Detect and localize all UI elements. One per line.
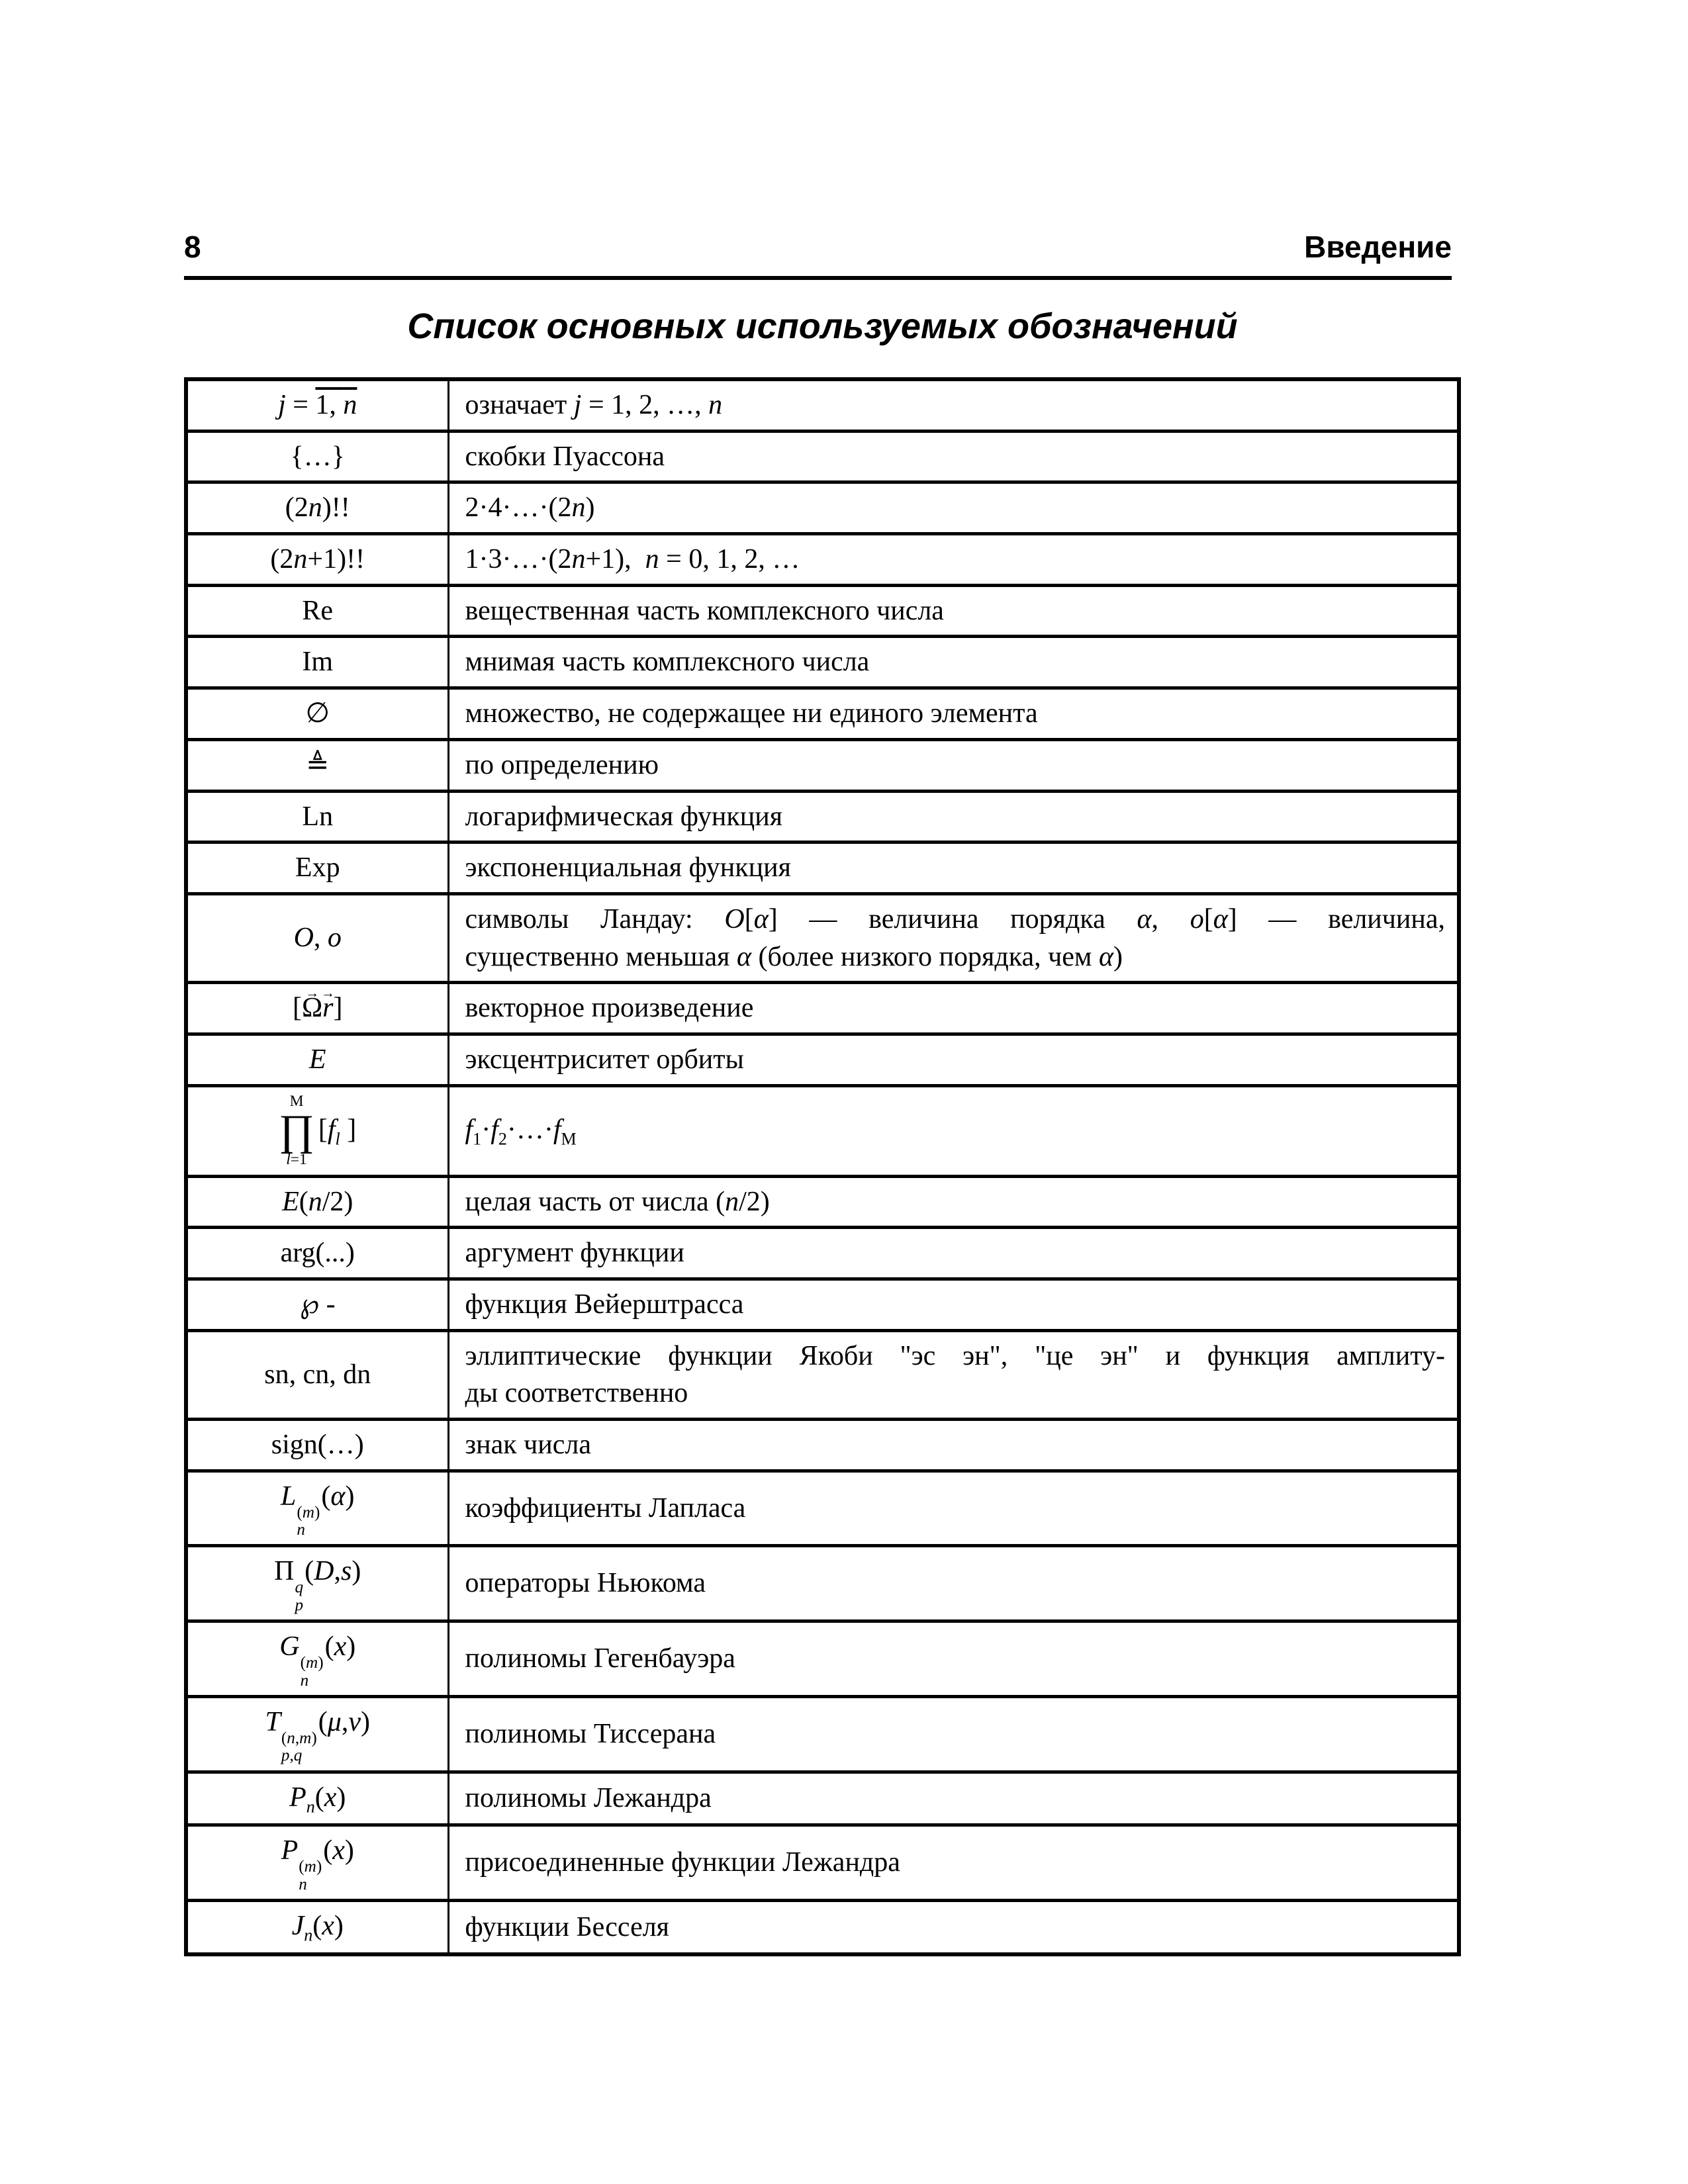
description-cell: целая часть от числа (n/2) (447, 1174, 1460, 1230)
description-cell: функция Вейерштрасса (447, 1277, 1460, 1332)
symbol-cell: sign(…) (185, 1417, 449, 1473)
description-cell: по определению (447, 737, 1460, 793)
description-cell: коэффициенты Лапласа (447, 1469, 1460, 1548)
table-row: (2n)!! 2·4·…·(2n) (185, 480, 1460, 536)
table-row: Ln логарифмическая функция (185, 789, 1460, 844)
table-row: Re вещественная часть комплексного числа (185, 583, 1460, 639)
symbol-cell: G (m) n (x) (185, 1619, 449, 1699)
symbol-cell: {…} (185, 429, 449, 484)
symbol-cell: T (n,m) p,q (μ,ν) (185, 1695, 449, 1774)
table-row: ∅ множество, не содержащее ни единого эл… (185, 686, 1460, 741)
description-cell: полиномы Лежандра (447, 1770, 1460, 1827)
symbol-cell: Re (185, 583, 449, 639)
description-cell: знак числа (447, 1417, 1460, 1473)
symbol-cell: [Ωr] (185, 981, 449, 1036)
symbol-cell: (2n+1)!! (185, 532, 449, 587)
table-row: ≜ по определению (185, 737, 1460, 793)
symbol-cell: Jn(x) (185, 1899, 449, 1956)
table-row: arg(...) аргумент функции (185, 1226, 1460, 1281)
section-title: Введение (1304, 230, 1452, 264)
description-cell: полиномы Тиссерана (447, 1695, 1460, 1774)
description-cell: векторное произведение (447, 981, 1460, 1036)
table-row: Jn(x) функции Бесселя (185, 1899, 1460, 1956)
symbol-cell: Im (185, 635, 449, 690)
symbol-cell: Exp (185, 841, 449, 895)
table-row: {…} скобки Пуассона (185, 429, 1460, 484)
description-cell: аргумент функции (447, 1226, 1460, 1281)
notation-table-body: j = 1, n означает j = 1, 2, …, n {…} ско… (185, 377, 1460, 1956)
notation-table: j = 1, n означает j = 1, 2, …, n {…} ско… (184, 377, 1461, 1956)
table-row: ℘ - функция Вейерштрасса (185, 1277, 1460, 1332)
page-number: 8 (184, 230, 201, 264)
description-cell: означает j = 1, 2, …, n (447, 377, 1460, 433)
symbol-cell: E(n/2) (185, 1174, 449, 1230)
table-row: T (n,m) p,q (μ,ν) полиномы Тиссерана (185, 1695, 1460, 1774)
table-row: Im мнимая часть комплексного числа (185, 635, 1460, 690)
table-row: Pn(x) полиномы Лежандра (185, 1770, 1460, 1827)
description-cell: множество, не содержащее ни единого элем… (447, 686, 1460, 741)
symbol-cell: L (m) n (α) (185, 1469, 449, 1548)
table-row: sn, cn, dn эллиптические функции Якоби "… (185, 1328, 1460, 1421)
symbol-cell: P (m) n (x) (185, 1823, 449, 1903)
page-header: 8 Введение (184, 232, 1452, 262)
table-row: M ∏ l=1 [fl ] f1·f2·…·fM (185, 1083, 1460, 1178)
header-rule (184, 276, 1452, 280)
description-cell: скобки Пуассона (447, 429, 1460, 484)
page-title: Список основных используемых обозначений (407, 306, 1238, 346)
description-cell: символы Ландау: O[α] — величина порядка … (447, 891, 1460, 985)
table-row: P (m) n (x) присоединенные функции Лежандра (185, 1823, 1460, 1903)
symbol-cell: O, o (185, 891, 449, 985)
description-cell: эллиптические функции Якоби "эс эн", "це… (447, 1328, 1460, 1421)
table-row: G (m) n (x) полиномы Гегенбауэра (185, 1619, 1460, 1699)
symbol-cell: ℘ - (185, 1277, 449, 1332)
description-cell: 2·4·…·(2n) (447, 480, 1460, 536)
symbol-cell: M ∏ l=1 [fl ] (185, 1083, 449, 1178)
symbol-cell: Pn(x) (185, 1770, 449, 1827)
symbol-cell: E (185, 1032, 449, 1087)
table-row: sign(…) знак числа (185, 1417, 1460, 1473)
symbol-cell: Ln (185, 789, 449, 844)
table-row: j = 1, n означает j = 1, 2, …, n (185, 377, 1460, 433)
table-row: O, o символы Ландау: O[α] — величина пор… (185, 891, 1460, 985)
description-cell: полиномы Гегенбауэра (447, 1619, 1460, 1699)
table-row: E эксцентриситет орбиты (185, 1032, 1460, 1087)
description-cell: 1·3·…·(2n+1), n = 0, 1, 2, … (447, 532, 1460, 587)
description-cell: вещественная часть комплексного числа (447, 583, 1460, 639)
symbol-cell: ∅ (185, 686, 449, 741)
table-row: Exp экспоненциальная функция (185, 841, 1460, 895)
table-row: (2n+1)!! 1·3·…·(2n+1), n = 0, 1, 2, … (185, 532, 1460, 587)
symbol-cell: sn, cn, dn (185, 1328, 449, 1421)
table-row: E(n/2) целая часть от числа (n/2) (185, 1174, 1460, 1230)
table-row: [Ωr] векторное произведение (185, 981, 1460, 1036)
description-cell: эксцентриситет орбиты (447, 1032, 1460, 1087)
description-cell: логарифмическая функция (447, 789, 1460, 844)
description-cell: f1·f2·…·fM (447, 1083, 1460, 1178)
description-cell: операторы Ньюкома (447, 1544, 1460, 1623)
description-cell: мнимая часть комплексного числа (447, 635, 1460, 690)
table-row: L (m) n (α) коэффициенты Лапласа (185, 1469, 1460, 1548)
description-cell: функции Бесселя (447, 1899, 1460, 1956)
description-cell: экспоненциальная функция (447, 841, 1460, 895)
description-cell: присоединенные функции Лежандра (447, 1823, 1460, 1903)
symbol-cell: j = 1, n (185, 377, 449, 433)
symbol-cell: (2n)!! (185, 480, 449, 536)
symbol-cell: ≜ (185, 737, 449, 793)
symbol-cell: arg(...) (185, 1226, 449, 1281)
